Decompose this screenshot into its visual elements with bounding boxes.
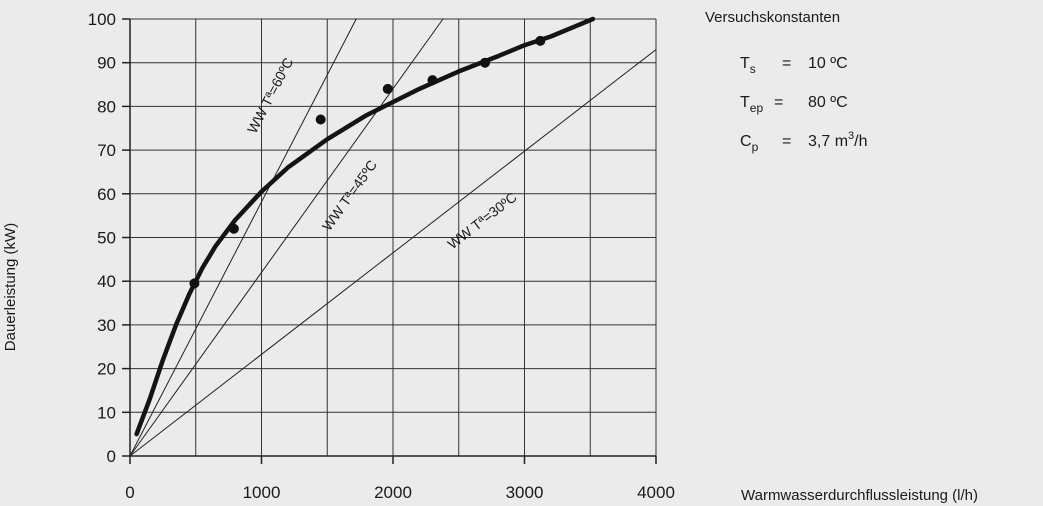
y-tick-label: 20 — [97, 360, 116, 379]
tick-labels: 0 1000 2000 3000 4000 0 10 20 30 40 50 60 70 80 90 100 — [88, 10, 675, 502]
legend-row: Ts = 10 ºC — [740, 55, 848, 76]
y-tick-label: 50 — [97, 229, 116, 248]
legend-title: Versuchskonstanten — [705, 9, 840, 26]
legend-row: Cp = 3,7 m3/h — [740, 130, 867, 154]
data-point — [427, 75, 438, 86]
legend-value: 3,7 m3/h — [808, 130, 867, 150]
legend-symbol: Cp — [740, 133, 759, 154]
x-tick-label: 0 — [125, 483, 134, 502]
y-tick-label: 100 — [88, 10, 116, 29]
performance-curve — [134, 16, 596, 437]
data-point — [315, 114, 326, 125]
data-point — [535, 35, 546, 46]
legend-value: 80 ºC — [808, 94, 848, 111]
legend-value: 10 ºC — [808, 55, 848, 72]
legend-symbol: Tep — [740, 94, 763, 115]
data-point — [382, 83, 393, 94]
reference-line-2 — [129, 18, 357, 457]
axes — [122, 18, 657, 464]
reference-line-label: WW Tª=60ºC — [244, 55, 296, 136]
x-axis-title: Warmwasserdurchflussleistung (l/h) — [741, 487, 978, 504]
reference-line-label: WW Tª=30ºC — [444, 189, 519, 252]
x-tick-label: 3000 — [506, 483, 544, 502]
y-tick-label: 60 — [97, 185, 116, 204]
y-tick-label: 70 — [97, 141, 116, 160]
y-tick-label: 40 — [97, 272, 116, 291]
y-tick-label: 90 — [97, 54, 116, 73]
performance-curve-line — [134, 16, 596, 437]
x-tick-label: 1000 — [243, 483, 281, 502]
reference-line-4 — [129, 49, 657, 457]
y-tick-label: 0 — [107, 447, 116, 466]
constants-legend: Versuchskonstanten Ts = 10 ºC Tep = 80 ºC Cp = 3… — [705, 9, 867, 154]
line-annotations: WW Tª=60ºC WW Tª=45ºC WW Tª=30ºC — [244, 55, 520, 252]
data-point — [480, 57, 491, 68]
legend-row: Tep = 80 ºC — [740, 94, 848, 115]
grid — [129, 18, 657, 457]
reference-line-label: WW Tª=45ºC — [319, 157, 380, 234]
legend-symbol: Ts — [740, 55, 756, 76]
y-tick-label: 30 — [97, 316, 116, 335]
y-axis-title: Dauerleistung (kW) — [2, 223, 19, 351]
x-tick-label: 4000 — [637, 483, 675, 502]
y-tick-label: 10 — [97, 403, 116, 422]
y-tick-label: 80 — [97, 97, 116, 116]
measured-points — [189, 35, 546, 289]
x-tick-label: 2000 — [374, 483, 412, 502]
data-point — [228, 223, 239, 234]
legend-equals: = — [782, 55, 791, 72]
data-point — [189, 278, 200, 289]
legend-equals: = — [782, 133, 791, 150]
legend-equals: = — [774, 94, 783, 111]
